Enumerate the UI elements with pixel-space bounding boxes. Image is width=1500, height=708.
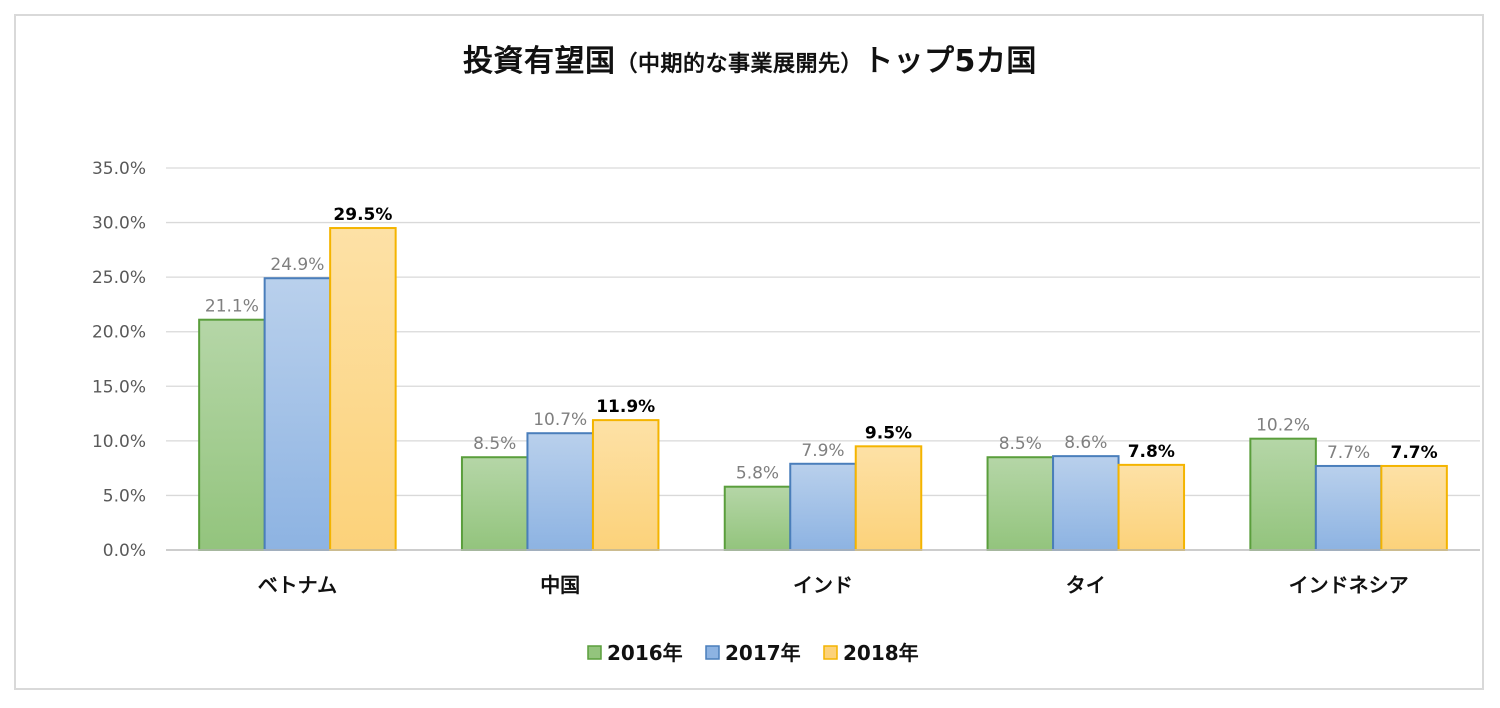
data-labels: 21.1% 24.9% 29.5% 8.5% 10.7% 11.9% 5.8% 7.9% 9.5… <box>205 205 1438 484</box>
legend-label: 2016年 <box>607 641 683 665</box>
data-label: 7.8% <box>1128 442 1175 462</box>
data-label: 8.6% <box>1064 433 1107 453</box>
bar <box>789 462 857 551</box>
data-label: 8.5% <box>999 434 1042 454</box>
data-label: 7.9% <box>801 441 844 461</box>
chart-title: 投資有望国（中期的な事業展開先）トップ5カ国 <box>0 36 1500 80</box>
y-tick-label: 0.0% <box>103 541 146 561</box>
bar <box>329 227 397 551</box>
data-label: 8.5% <box>473 434 516 454</box>
data-label: 10.7% <box>533 410 587 430</box>
bar <box>1117 463 1186 551</box>
legend-swatch <box>587 645 602 660</box>
bar <box>723 485 792 551</box>
data-label: 21.1% <box>205 297 259 317</box>
legend-label: 2017年 <box>725 641 801 665</box>
bars <box>198 227 1448 552</box>
x-category-label: タイ <box>1066 573 1106 597</box>
bar <box>526 432 594 551</box>
y-tick-label: 20.0% <box>92 323 146 343</box>
y-tick-label: 10.0% <box>92 432 146 452</box>
bar <box>198 318 266 551</box>
legend-swatch <box>823 645 838 660</box>
title-main: 投資有望国 <box>463 44 616 79</box>
legend: 2016年 2017年 2018年 <box>587 641 919 665</box>
bar <box>591 419 660 551</box>
bar <box>263 277 332 551</box>
data-label: 11.9% <box>596 397 655 417</box>
legend-label: 2018年 <box>843 641 919 665</box>
data-label: 7.7% <box>1327 443 1370 463</box>
data-label: 10.2% <box>1256 416 1310 436</box>
bar <box>986 456 1055 552</box>
x-axis: ベトナム 中国 インド タイ インドネシア <box>166 549 1480 597</box>
legend-swatch <box>705 645 720 660</box>
bar <box>1052 455 1120 551</box>
bar <box>1249 437 1317 551</box>
x-category-label: インドネシア <box>1289 573 1409 597</box>
y-tick-label: 5.0% <box>103 486 146 506</box>
data-label: 9.5% <box>865 423 912 443</box>
bar <box>854 445 923 552</box>
y-tick-label: 15.0% <box>92 377 146 397</box>
title-paren: （中期的な事業展開先） <box>615 52 864 77</box>
x-category-label: ベトナム <box>258 573 337 597</box>
y-axis: 0.0% 5.0% 10.0% 15.0% 20.0% 25.0% 30.0% 35.0% <box>92 159 146 561</box>
y-tick-label: 30.0% <box>92 214 146 234</box>
data-label: 5.8% <box>736 464 779 484</box>
data-label: 7.7% <box>1391 443 1438 463</box>
y-tick-label: 25.0% <box>92 268 146 288</box>
x-category-label: インド <box>793 573 853 597</box>
title-tail: トップ5カ国 <box>863 44 1037 79</box>
y-tick-label: 35.0% <box>92 159 146 179</box>
data-label: 24.9% <box>270 255 324 275</box>
data-label: 29.5% <box>333 205 392 225</box>
bar <box>460 456 529 552</box>
bar <box>1380 464 1448 551</box>
x-category-label: 中国 <box>540 573 580 597</box>
bar <box>1314 464 1383 551</box>
